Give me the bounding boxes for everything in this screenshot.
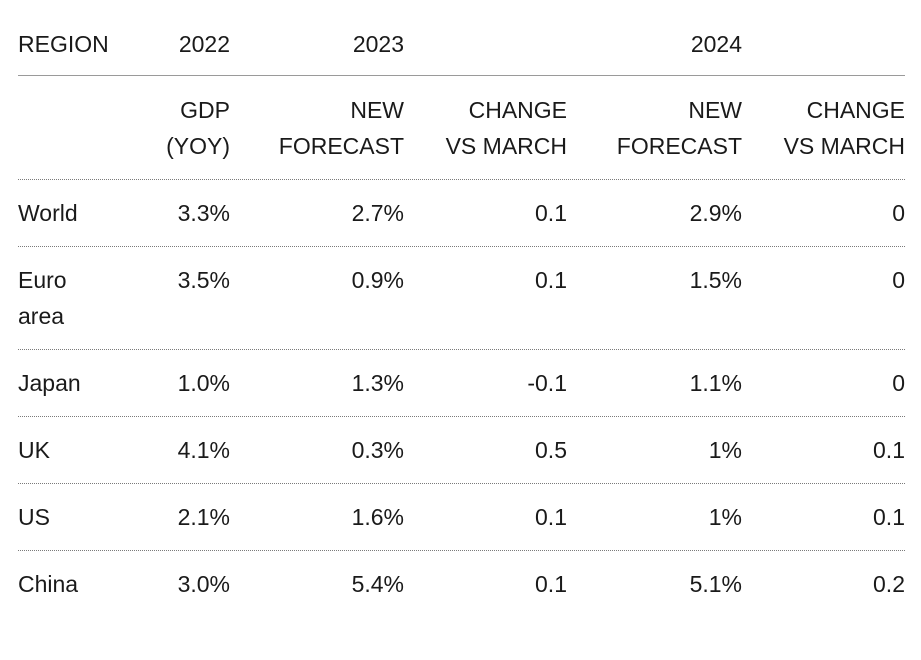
subheader-col4-line2: FORECAST — [616, 133, 742, 159]
row-5-cell-5: 0.2 — [873, 571, 905, 597]
subheader-col1-line1: GDP — [180, 97, 230, 123]
row-2-cell-2: 1.3% — [351, 370, 404, 396]
subheader-col1-line2: (YOY) — [166, 133, 230, 159]
row-1-cell-2: 0.9% — [351, 267, 404, 293]
row-2-rule — [18, 416, 905, 417]
row-3-cell-4: 1% — [708, 437, 742, 463]
row-1-rule — [18, 349, 905, 350]
row-0-rule — [18, 246, 905, 247]
row-2-cell-4: 1.1% — [689, 370, 742, 396]
row-5-cell-3: 0.1 — [535, 571, 567, 597]
header-region: REGION — [18, 31, 109, 57]
row-3-cell-5: 0.1 — [873, 437, 905, 463]
row-4-region-line1: US — [18, 504, 50, 530]
row-0-cell-3: 0.1 — [535, 200, 567, 226]
row-2-cell-3: -0.1 — [527, 370, 567, 396]
row-1-cell-1: 3.5% — [177, 267, 230, 293]
row-3-region-line1: UK — [18, 437, 50, 463]
subheader-col3-line1: CHANGE — [468, 97, 567, 123]
row-2-cell-1: 1.0% — [177, 370, 230, 396]
subheader-col3-line2: VS MARCH — [445, 133, 567, 159]
row-4-cell-5: 0.1 — [873, 504, 905, 530]
header-year-2024: 2024 — [690, 31, 742, 57]
row-1-region-line2: area — [18, 303, 65, 329]
row-1-cell-4: 1.5% — [689, 267, 742, 293]
row-5-cell-1: 3.0% — [177, 571, 230, 597]
row-1-cell-3: 0.1 — [535, 267, 567, 293]
row-4-cell-3: 0.1 — [535, 504, 567, 530]
row-4-cell-4: 1% — [708, 504, 742, 530]
subheader-col2-line2: FORECAST — [278, 133, 404, 159]
row-0-cell-1: 3.3% — [177, 200, 230, 226]
row-1-cell-5: 0 — [892, 267, 905, 293]
row-4-cell-1: 2.1% — [177, 504, 230, 530]
row-3-cell-1: 4.1% — [177, 437, 230, 463]
header-year-2022: 2022 — [178, 31, 230, 57]
row-5-region-line1: China — [18, 571, 79, 597]
header-rule — [18, 75, 905, 76]
row-3-rule — [18, 483, 905, 484]
subheader-rule — [18, 179, 905, 180]
row-3-cell-2: 0.3% — [351, 437, 404, 463]
row-4-rule — [18, 550, 905, 551]
row-2-region-line1: Japan — [18, 370, 81, 396]
subheader-col2-line1: NEW — [350, 97, 404, 123]
row-0-cell-5: 0 — [892, 200, 905, 226]
row-2-cell-5: 0 — [892, 370, 905, 396]
row-0-cell-2: 2.7% — [351, 200, 404, 226]
row-4-cell-2: 1.6% — [351, 504, 404, 530]
row-5-cell-2: 5.4% — [351, 571, 404, 597]
row-0-region-line1: World — [18, 200, 78, 226]
row-1-region-line1: Euro — [18, 267, 67, 293]
row-5-cell-4: 5.1% — [689, 571, 742, 597]
row-0-cell-4: 2.9% — [689, 200, 742, 226]
header-year-2023: 2023 — [352, 31, 404, 57]
subheader-col5-line1: CHANGE — [806, 97, 905, 123]
subheader-col4-line1: NEW — [688, 97, 742, 123]
row-3-cell-3: 0.5 — [535, 437, 567, 463]
subheader-col5-line2: VS MARCH — [783, 133, 905, 159]
